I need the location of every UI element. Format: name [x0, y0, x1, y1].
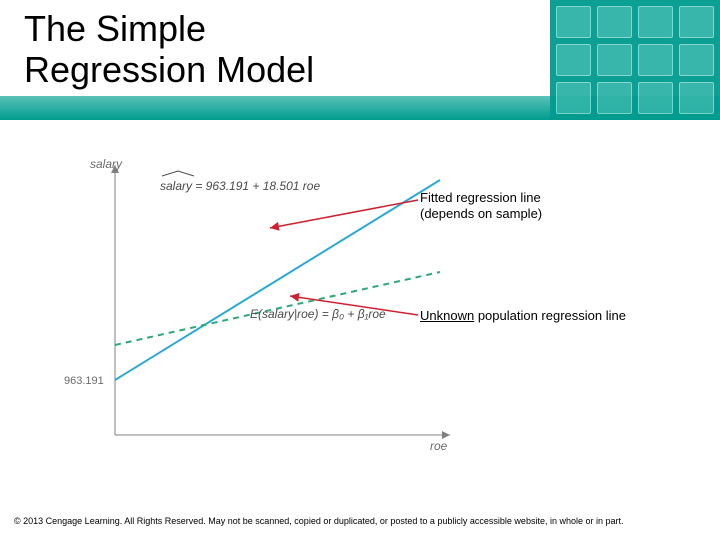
annotation-fitted: Fitted regression line (depends on sampl…	[420, 190, 542, 223]
svg-text:963.191: 963.191	[64, 375, 104, 387]
svg-text:roe: roe	[430, 439, 448, 453]
decoration-grid	[556, 6, 714, 114]
annotation-population: Unknown population regression line	[420, 308, 626, 324]
header-decoration	[550, 0, 720, 120]
annotation-population-rest: population regression line	[474, 308, 626, 323]
title-line-2: Regression Model	[24, 49, 314, 90]
chart-svg: salary roe 963.191 salary = 963.191 + 18.50…	[60, 150, 460, 460]
annotation-fitted-line1: Fitted regression line	[420, 190, 541, 205]
title-line-1: The Simple	[24, 8, 206, 49]
annotation-population-prefix: Unknown	[420, 308, 474, 323]
copyright-footer: © 2013 Cengage Learning. All Rights Rese…	[14, 516, 706, 526]
regression-chart: salary roe 963.191 salary = 963.191 + 18.50…	[60, 150, 460, 460]
footer-text: © 2013 Cengage Learning. All Rights Rese…	[14, 516, 624, 526]
header: The Simple Regression Model	[0, 0, 720, 120]
svg-text:salary: salary	[90, 157, 123, 171]
svg-text:E(salary|roe) = β₀ + β₁roe: E(salary|roe) = β₀ + β₁roe	[250, 307, 386, 321]
annotation-fitted-line2: (depends on sample)	[420, 206, 542, 221]
page-title: The Simple Regression Model	[24, 8, 314, 91]
svg-text:salary = 963.191 + 18.501 roe: salary = 963.191 + 18.501 roe	[160, 179, 320, 193]
